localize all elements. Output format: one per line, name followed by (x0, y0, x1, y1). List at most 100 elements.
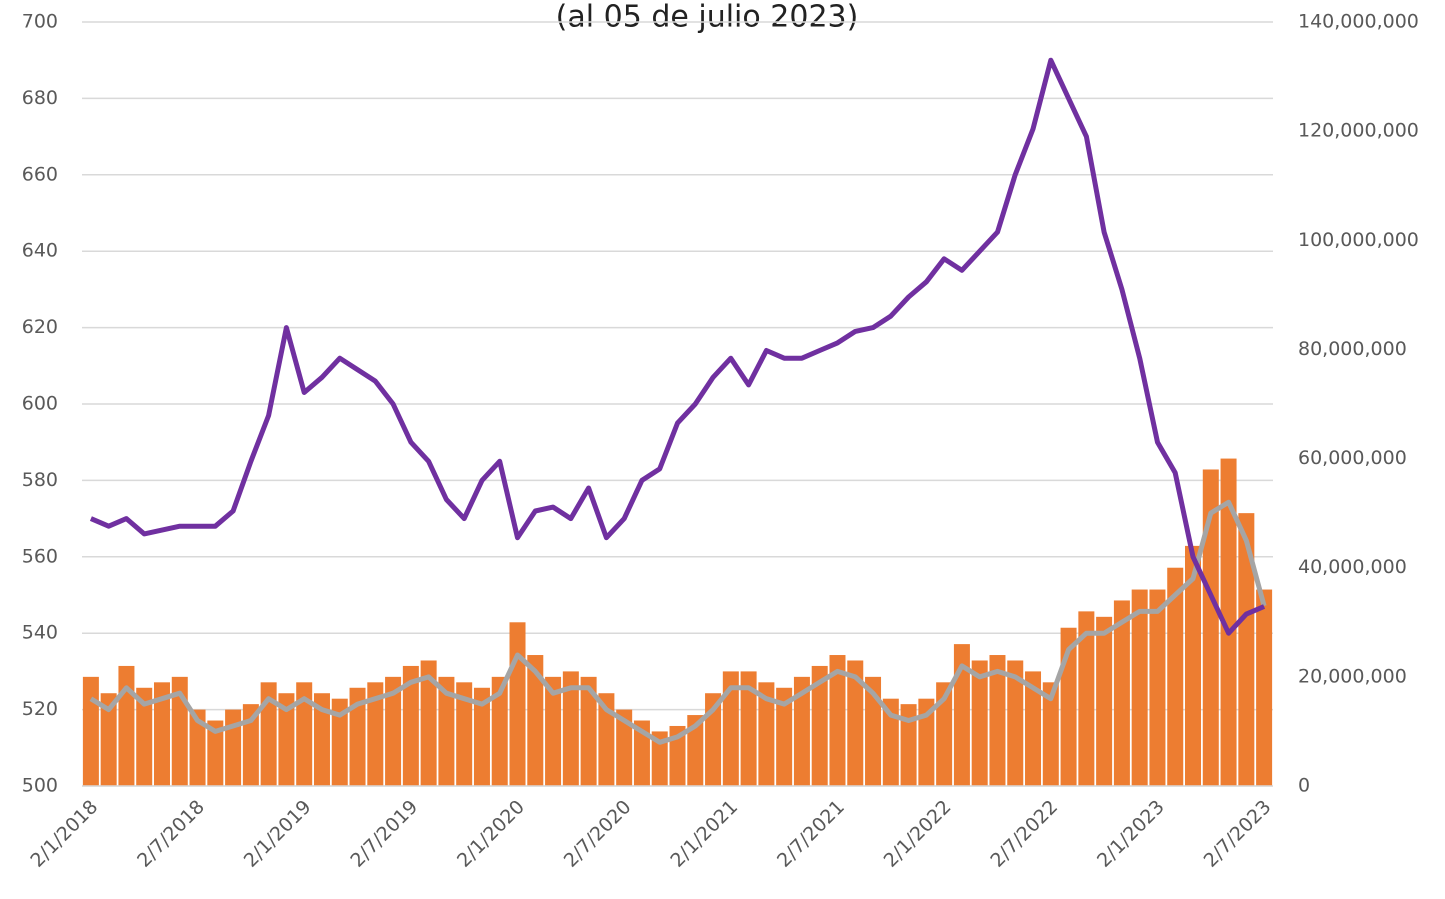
volume-bar (953, 644, 970, 786)
volume-bar (1220, 458, 1237, 786)
volume-bar (402, 665, 419, 786)
volume-bar (1113, 600, 1130, 786)
volume-bar (562, 671, 579, 786)
volume-bar (1256, 589, 1273, 786)
y-tick-label: 600 (22, 393, 58, 415)
y-tick-label: 620 (22, 316, 58, 338)
volume-bar (313, 693, 330, 786)
volume-bar (1185, 545, 1202, 786)
volume-bar (971, 660, 988, 786)
y-tick-label: 640 (22, 240, 58, 262)
volume-bar (811, 665, 828, 786)
volume-bar (918, 698, 935, 786)
volume-bar (1078, 611, 1095, 786)
volume-bar (118, 665, 135, 786)
y-tick-label: 580 (22, 469, 58, 491)
y-tick-label: 700 (22, 11, 58, 33)
price-line (89, 57, 1266, 636)
volume-bar (296, 682, 313, 786)
volume-bar (136, 687, 153, 786)
x-tick-label: 2/1/2018 (26, 796, 102, 872)
volume-bar (758, 682, 775, 786)
volume-bar (527, 655, 544, 786)
volume-bar (349, 687, 366, 786)
volume-bar (936, 682, 953, 786)
y2-tick-label: 140,000,000 (1298, 11, 1419, 33)
volume-bar (545, 676, 562, 786)
x-tick-label: 2/7/2020 (560, 796, 636, 872)
chart-title: (al 05 de julio 2023) (556, 0, 859, 35)
volume-bar (491, 676, 508, 786)
volume-bar (740, 671, 757, 786)
volume-bar (225, 709, 242, 786)
volume-bar (473, 687, 490, 786)
y-tick-label: 680 (22, 87, 58, 109)
volume-bar (865, 676, 882, 786)
x-tick-label: 2/7/2019 (346, 796, 422, 872)
volume-bar (598, 693, 615, 786)
volume-average-line (89, 499, 1267, 745)
volume-bar (171, 676, 188, 786)
x-tick-label: 2/1/2020 (453, 796, 529, 872)
volume-bar (793, 676, 810, 786)
x-tick-label: 2/7/2021 (773, 796, 849, 872)
y-tick-label: 500 (22, 775, 58, 797)
x-tick-label: 2/1/2022 (880, 796, 956, 872)
volume-bar (1007, 660, 1024, 786)
volume-bar (989, 655, 1006, 786)
volume-bar (509, 622, 526, 786)
volume-bar (1149, 589, 1166, 786)
y2-tick-label: 120,000,000 (1298, 120, 1419, 142)
x-tick-label: 2/1/2019 (240, 796, 316, 872)
y2-tick-label: 0 (1298, 775, 1310, 797)
volume-bar (1025, 671, 1042, 786)
volume-bar (82, 676, 99, 786)
volume-bar (278, 693, 295, 786)
volume-bar (829, 655, 846, 786)
x-tick-label: 2/7/2022 (986, 796, 1062, 872)
volume-bar (367, 682, 384, 786)
y-tick-label: 660 (22, 163, 58, 185)
x-tick-label: 2/1/2021 (666, 796, 742, 872)
volume-bar (189, 709, 206, 786)
volume-bar (331, 698, 348, 786)
y-tick-label: 560 (22, 545, 58, 567)
y2-tick-label: 60,000,000 (1298, 447, 1407, 469)
y-tick-label: 520 (22, 698, 58, 720)
y2-tick-label: 100,000,000 (1298, 229, 1419, 251)
volume-bar (616, 709, 633, 786)
volume-bar (580, 676, 597, 786)
volume-bar (242, 704, 259, 786)
y2-tick-label: 40,000,000 (1298, 556, 1407, 578)
volume-bar (669, 725, 686, 786)
volume-bar (633, 720, 650, 786)
volume-bar (847, 660, 864, 786)
volume-bar (456, 682, 473, 786)
volume-bar (687, 715, 704, 786)
volume-bar (207, 720, 224, 786)
volume-bar (900, 704, 917, 786)
volume-bar (100, 693, 117, 786)
volume-bar (1096, 616, 1113, 786)
volume-bar (420, 660, 437, 786)
volume-bar (260, 682, 277, 786)
volume-bar (385, 676, 402, 786)
volume-bar (882, 698, 899, 786)
volume-bar (651, 731, 668, 786)
y-tick-label: 540 (22, 622, 58, 644)
volume-bar (153, 682, 170, 786)
volume-bar (1238, 513, 1255, 786)
volume-bar (776, 687, 793, 786)
volume-bar (438, 676, 455, 786)
y2-tick-label: 20,000,000 (1298, 665, 1407, 687)
volume-bar (1131, 589, 1148, 786)
x-tick-label: 2/1/2023 (1093, 796, 1169, 872)
x-tick-label: 2/7/2018 (133, 796, 209, 872)
y2-tick-label: 80,000,000 (1298, 338, 1407, 360)
volume-bar (1042, 682, 1059, 786)
x-tick-label: 2/7/2023 (1200, 796, 1276, 872)
volume-bar (722, 671, 739, 786)
volume-bar (1167, 567, 1184, 786)
